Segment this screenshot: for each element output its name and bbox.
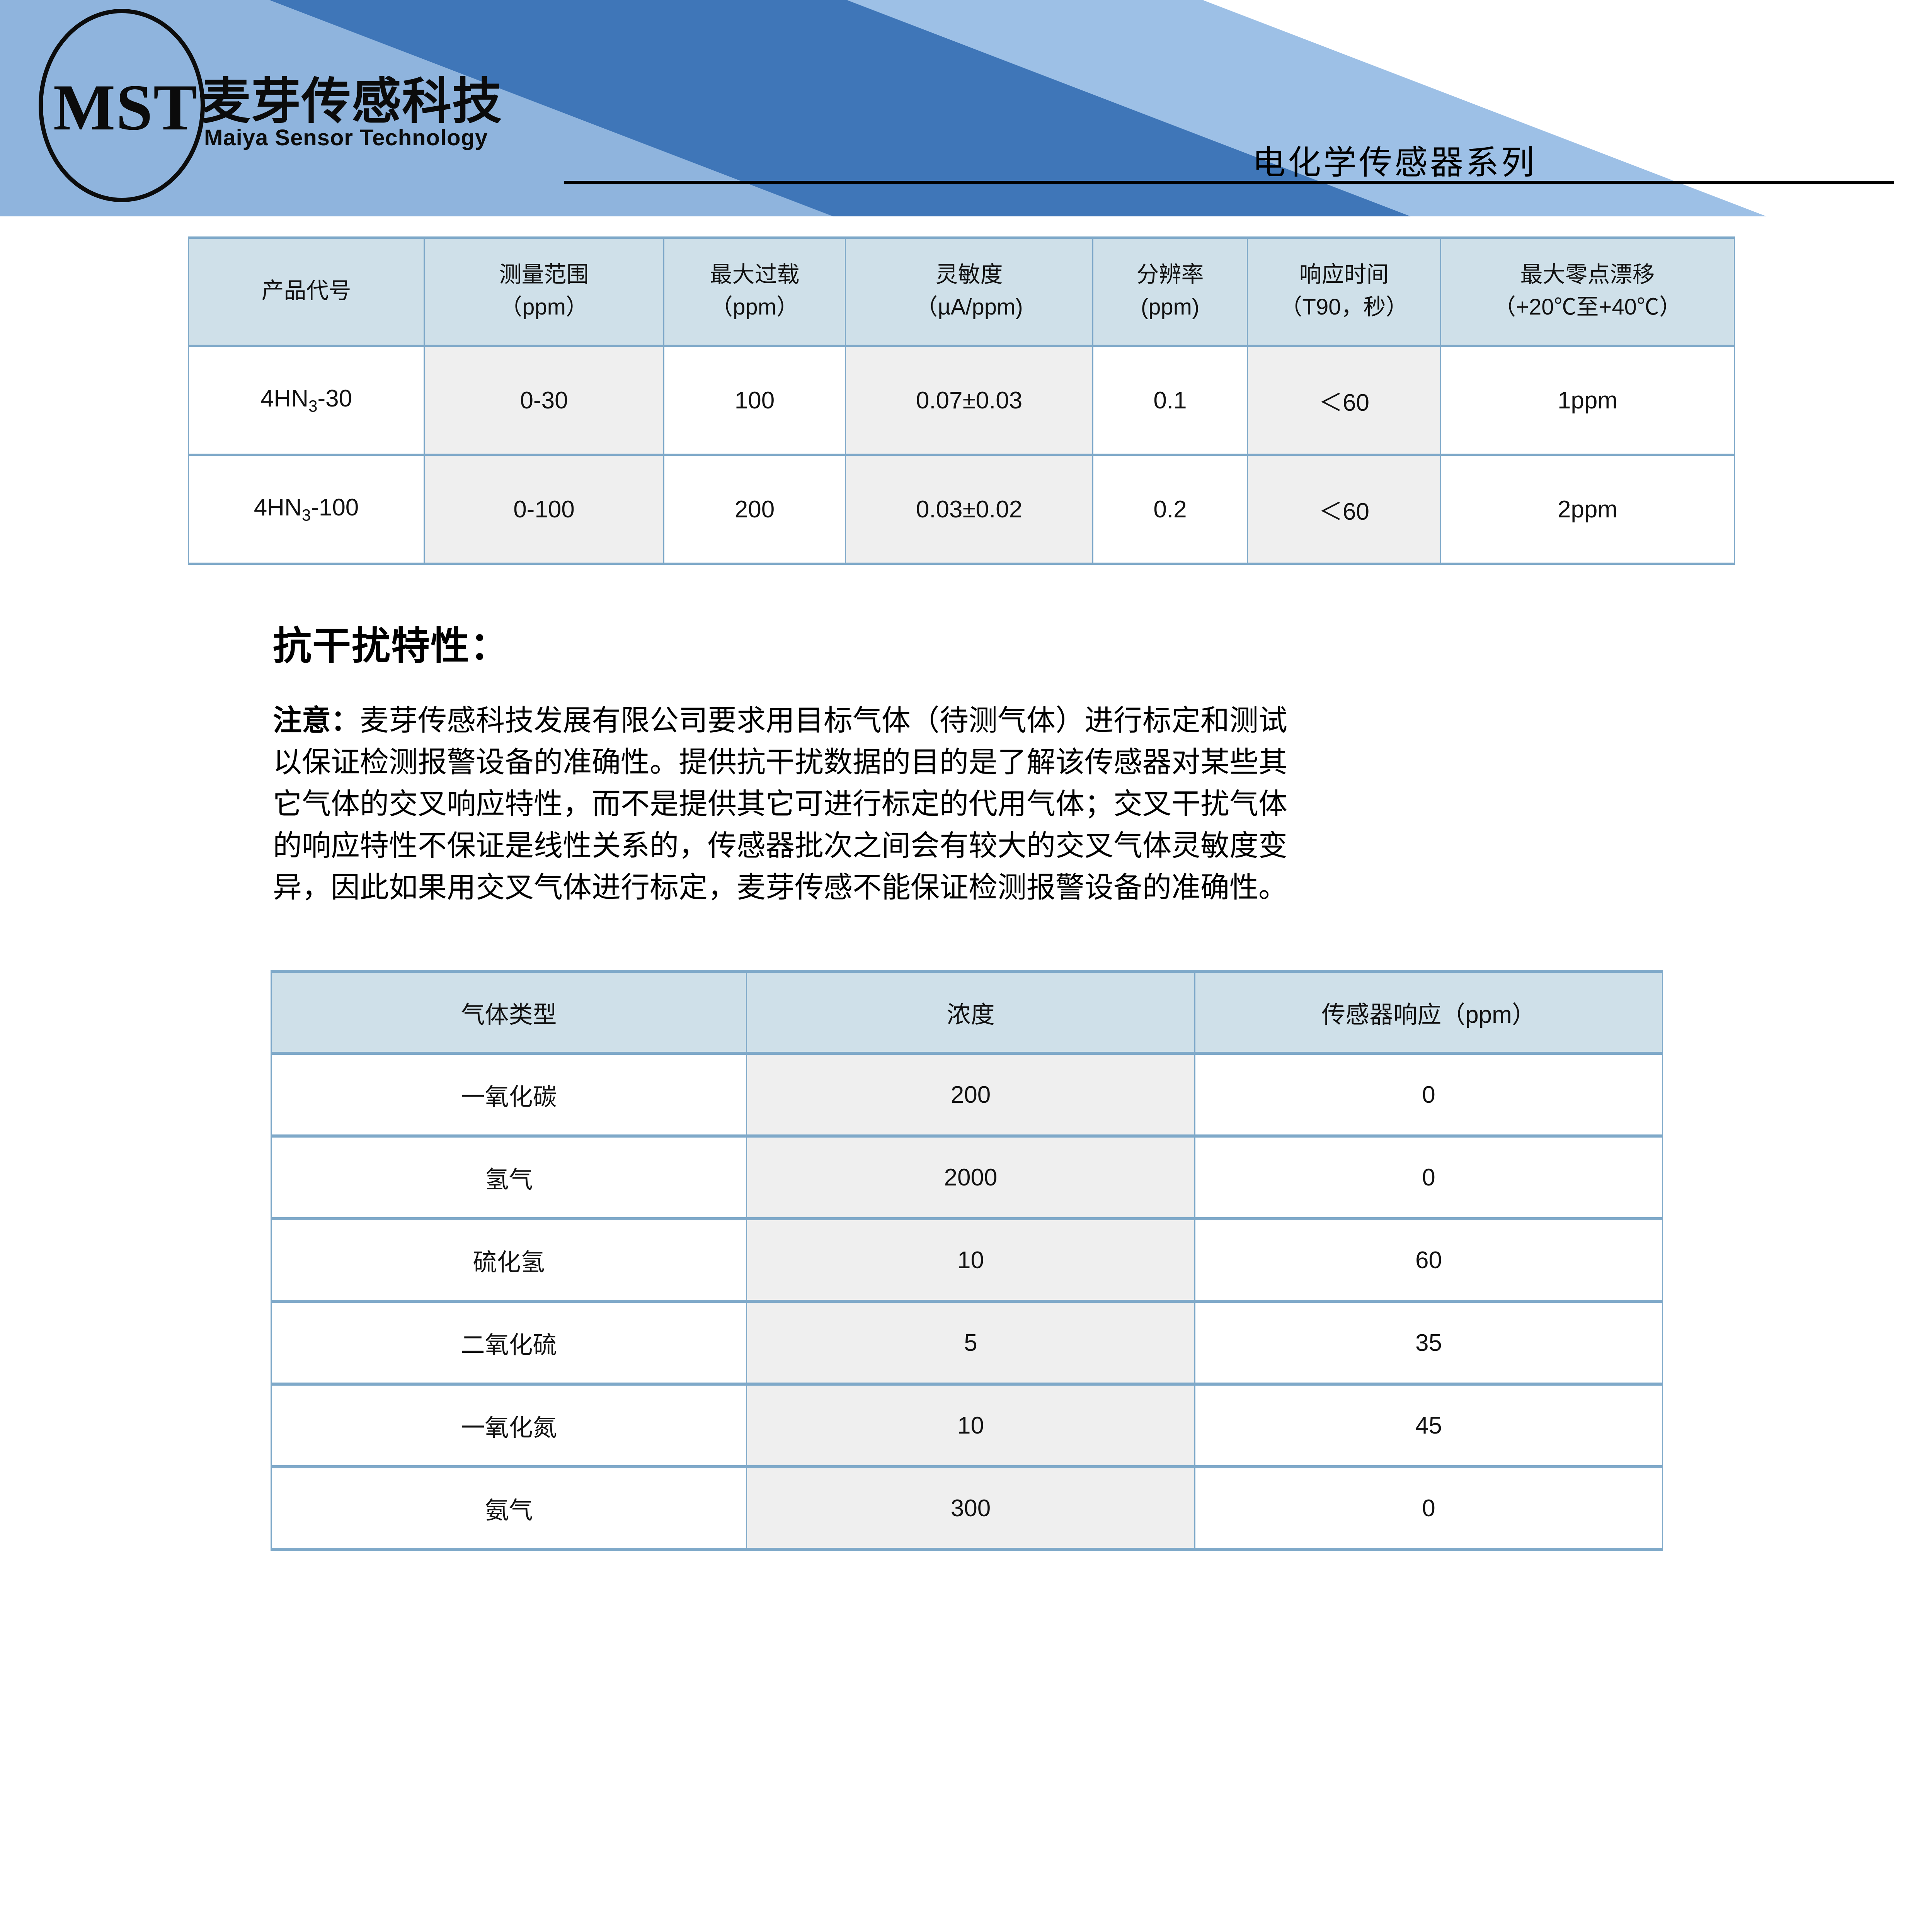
cell-concentration: 2000 [746,1136,1195,1220]
column-header-line2: （ppm） [500,294,588,320]
cell-sensitivity: 0.07±0.03 [845,346,1093,456]
cell-gas-type: 二氧化硫 [271,1301,747,1386]
table-row: 4HN3-100 0-100 200 0.03±0.02 0.2 ＜60 2pp… [188,455,1735,565]
note-line: 它气体的交叉响应特性，而不是提供其它可进行标定的代用气体；交叉干扰气体 [273,787,1288,820]
cell-response: 60 [1194,1219,1663,1303]
logo-company-name-en: Maiya Sensor Technology [204,125,488,150]
column-header-line1: 最大零点漂移 [1520,262,1655,287]
cell-measuring-range: 0-100 [424,455,664,565]
model-suffix: -30 [317,385,352,412]
table-row: 一氧化碳 200 0 [271,1053,1663,1138]
specification-table-body: 4HN3-30 0-30 100 0.07±0.03 0.1 ＜60 1ppm … [188,346,1735,565]
cell-gas-type: 一氧化碳 [271,1053,747,1138]
table-row: 4HN3-30 0-30 100 0.07±0.03 0.1 ＜60 1ppm [188,346,1735,456]
cell-product-code: 4HN3-100 [188,455,425,565]
model-prefix: 4HN [260,385,308,412]
cross-sensitivity-table-body: 一氧化碳 200 0 氢气 2000 0 硫化氢 10 60 二氧化硫 5 35… [271,1053,1663,1551]
cross-sensitivity-table-head: 气体类型 浓度 传感器响应（ppm） [271,970,1663,1055]
column-header-gas-type: 气体类型 [271,970,747,1055]
column-header-line1: 响应时间 [1299,262,1389,287]
cell-response: 0 [1194,1053,1663,1138]
column-header-product-code: 产品代号 [188,236,425,347]
cell-response: 35 [1194,1301,1663,1386]
cell-resolution: 0.1 [1092,346,1248,456]
table-header-row: 气体类型 浓度 传感器响应（ppm） [271,970,1663,1055]
column-header-line1: 测量范围 [499,262,589,287]
column-header-measuring-range: 测量范围 （ppm） [424,236,664,347]
column-header-sensor-response: 传感器响应（ppm） [1194,970,1663,1055]
cell-gas-type: 一氧化氮 [271,1384,747,1468]
column-header-line2: （T90，秒） [1280,294,1408,320]
table-row: 氢气 2000 0 [271,1136,1663,1220]
column-header-line2: (ppm) [1141,294,1200,320]
note-line: 以保证检测报警设备的准确性。提供抗干扰数据的目的是了解该传感器对某些其 [273,746,1288,778]
cell-max-overload: 100 [663,346,846,456]
column-header-max-zero-drift: 最大零点漂移 （+20℃至+40℃） [1440,236,1735,347]
column-header-sensitivity: 灵敏度 （µA/ppm) [845,236,1093,347]
table-row: 一氧化氮 10 45 [271,1384,1663,1468]
column-header-concentration: 浓度 [746,970,1195,1055]
note-label: 注意： [273,704,360,736]
company-logo: MST 麦芽传感科技 Maiya Sensor Technology [19,7,622,208]
cell-response: 45 [1194,1384,1663,1468]
column-header-max-overload: 最大过载 （ppm） [663,236,846,347]
logo-ellipse-icon [39,9,205,202]
cell-concentration: 10 [746,1219,1195,1303]
table-row: 二氧化硫 5 35 [271,1301,1663,1386]
note-line-text: 麦芽传感科技发展有限公司要求用目标气体（待测气体）进行标定和测试 [360,704,1288,736]
section-heading-anti-interference: 抗干扰特性： [273,624,509,668]
note-line: 注意：麦芽传感科技发展有限公司要求用目标气体（待测气体）进行标定和测试 [273,699,1664,741]
table-row: 硫化氢 10 60 [271,1219,1663,1303]
cross-sensitivity-table: 气体类型 浓度 传感器响应（ppm） 一氧化碳 200 0 氢气 2000 0 … [271,970,1663,1551]
cell-sensitivity: 0.03±0.02 [845,455,1093,565]
page-title: 电化学传感器系列 [1252,144,1537,181]
cell-concentration: 5 [746,1301,1195,1386]
cell-resolution: 0.2 [1092,455,1248,565]
model-suffix: -100 [311,494,359,521]
cell-zero-drift: 1ppm [1440,346,1735,456]
cell-max-overload: 200 [663,455,846,565]
column-header-line1: 分辨率 [1136,262,1204,287]
column-header-line2: （ppm） [710,294,799,320]
column-header-line2: （µA/ppm) [915,294,1023,320]
cell-measuring-range: 0-30 [424,346,664,456]
column-header-line1: 最大过载 [710,262,800,287]
logo-company-name-cn: 麦芽传感科技 [201,74,503,129]
header-banner [0,0,1917,216]
note-paragraph: 注意：麦芽传感科技发展有限公司要求用目标气体（待测气体）进行标定和测试 以保证检… [273,699,1664,908]
note-line: 的响应特性不保证是线性关系的，传感器批次之间会有较大的交叉气体灵敏度变 [273,829,1288,862]
cell-concentration: 10 [746,1384,1195,1468]
header-divider [564,181,1894,184]
cell-response: 0 [1194,1467,1663,1551]
note-line: 异，因此如果用交叉气体进行标定，麦芽传感不能保证检测报警设备的准确性。 [273,871,1288,903]
column-header-line1: 产品代号 [261,278,351,303]
specification-table-head: 产品代号 测量范围 （ppm） 最大过载 （ppm） 灵敏度 （µA/ppm) … [188,236,1735,347]
cell-response-time: ＜60 [1247,346,1441,456]
logo-mst-mark: MST [53,71,198,144]
model-subscript: 3 [308,397,318,415]
cell-response: 0 [1194,1136,1663,1220]
column-header-resolution: 分辨率 (ppm) [1092,236,1248,347]
specification-table: 产品代号 测量范围 （ppm） 最大过载 （ppm） 灵敏度 （µA/ppm) … [188,236,1735,565]
cell-product-code: 4HN3-30 [188,346,425,456]
cell-concentration: 300 [746,1467,1195,1551]
cell-gas-type: 硫化氢 [271,1219,747,1303]
cell-response-time: ＜60 [1247,455,1441,565]
table-row: 氨气 300 0 [271,1467,1663,1551]
model-subscript: 3 [301,506,311,524]
cell-gas-type: 氢气 [271,1136,747,1220]
column-header-line1: 灵敏度 [935,262,1003,287]
table-header-row: 产品代号 测量范围 （ppm） 最大过载 （ppm） 灵敏度 （µA/ppm) … [188,236,1735,347]
cell-zero-drift: 2ppm [1440,455,1735,565]
cell-gas-type: 氨气 [271,1467,747,1551]
column-header-line2: （+20℃至+40℃） [1493,294,1682,320]
column-header-response-time: 响应时间 （T90，秒） [1247,236,1441,347]
cell-concentration: 200 [746,1053,1195,1138]
model-prefix: 4HN [254,494,302,521]
